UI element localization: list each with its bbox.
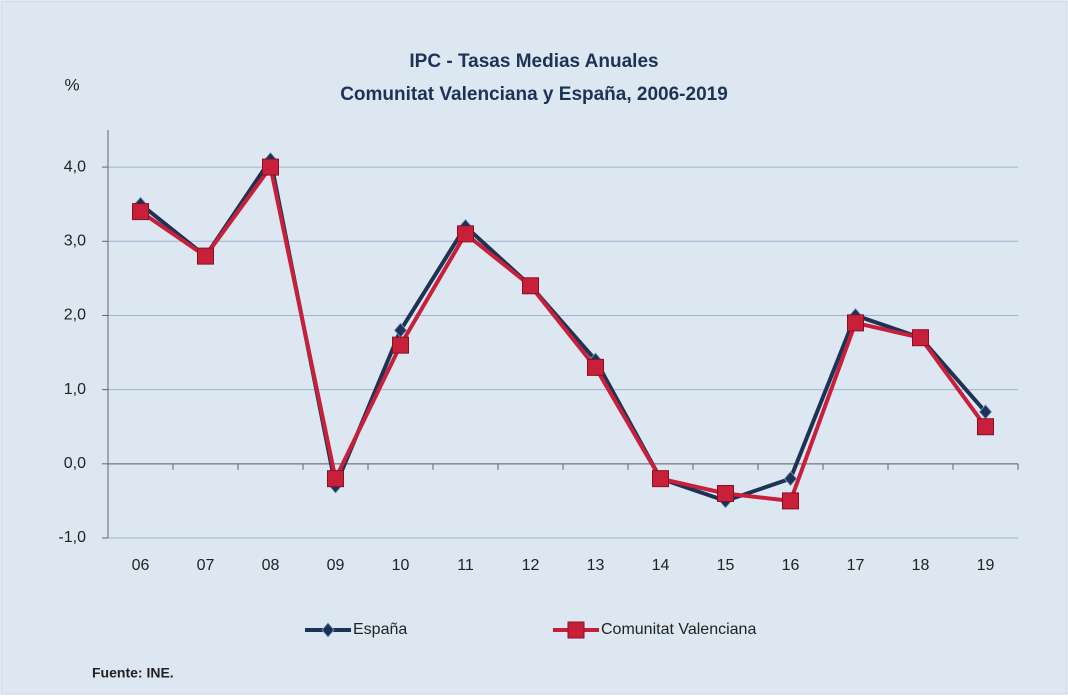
data-point [783, 471, 798, 487]
data-point [522, 277, 539, 295]
data-point [327, 470, 344, 488]
data-point [847, 314, 864, 332]
x-tick-label: 15 [717, 557, 735, 574]
data-point [132, 203, 149, 221]
x-tick-label: 18 [912, 557, 930, 574]
data-point [262, 158, 279, 176]
y-tick-label: 3,0 [64, 232, 86, 249]
data-point [587, 358, 604, 376]
data-point [652, 470, 669, 488]
source-note: Fuente: INE. [92, 665, 174, 681]
y-tick-label: 1,0 [64, 381, 86, 398]
y-tick-label: 4,0 [64, 158, 86, 175]
y-tick-label: 2,0 [64, 307, 86, 324]
data-point [457, 225, 474, 243]
data-point [717, 484, 734, 502]
x-tick-label: 07 [197, 557, 215, 574]
x-tick-label: 16 [782, 557, 800, 574]
chart-subtitle: Comunitat Valenciana y España, 2006-2019 [340, 84, 728, 105]
data-point [977, 418, 994, 436]
x-tick-label: 08 [262, 557, 280, 574]
y-tick-label: -1,0 [58, 529, 86, 546]
x-tick-label: 13 [587, 557, 605, 574]
x-tick-label: 09 [327, 557, 345, 574]
x-tick-label: 19 [977, 557, 995, 574]
y-axis-label: % [64, 75, 79, 94]
legend-marker [321, 622, 335, 638]
chart-title: IPC - Tasas Medias Anuales [409, 51, 658, 72]
series-line [139, 165, 988, 503]
legend-label: Comunitat Valenciana [601, 621, 756, 638]
x-tick-label: 12 [522, 557, 540, 574]
data-point [197, 247, 214, 265]
x-tick-label: 14 [652, 557, 670, 574]
data-point [782, 492, 799, 510]
x-tick-label: 10 [392, 557, 410, 574]
x-tick-label: 17 [847, 557, 865, 574]
data-point [912, 329, 929, 347]
legend-marker [567, 621, 585, 639]
x-tick-label: 06 [132, 557, 150, 574]
legend-label: España [353, 621, 407, 638]
y-tick-label: 0,0 [64, 455, 86, 472]
data-point [392, 336, 409, 354]
x-tick-label: 11 [457, 557, 474, 574]
